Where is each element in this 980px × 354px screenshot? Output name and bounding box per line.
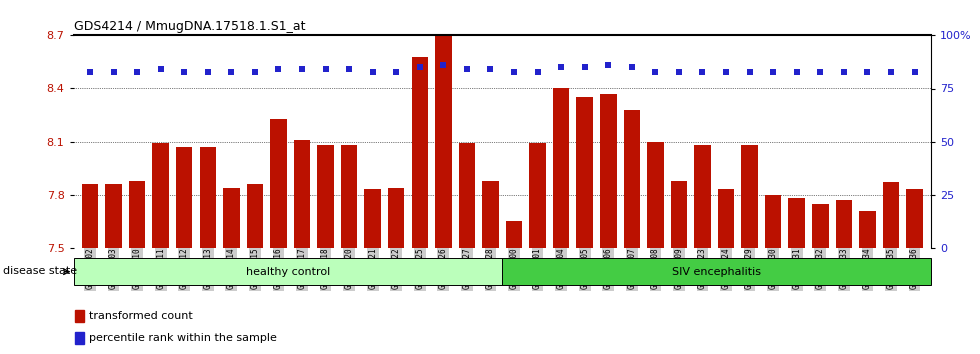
Bar xyxy=(75,332,84,343)
Point xyxy=(836,69,852,74)
Point xyxy=(459,67,474,72)
Bar xyxy=(789,198,805,248)
Bar xyxy=(576,97,593,248)
Point xyxy=(176,69,192,74)
Bar xyxy=(247,184,264,248)
Point xyxy=(153,67,169,72)
Text: percentile rank within the sample: percentile rank within the sample xyxy=(89,333,277,343)
Point xyxy=(507,69,522,74)
Point xyxy=(412,64,427,70)
Point xyxy=(270,67,286,72)
Bar xyxy=(294,140,311,248)
Point xyxy=(765,69,781,74)
Bar xyxy=(128,181,145,248)
Point xyxy=(341,67,357,72)
Point xyxy=(365,69,380,74)
Point xyxy=(247,69,263,74)
Point xyxy=(318,67,333,72)
Bar xyxy=(365,189,381,248)
Bar xyxy=(502,258,931,285)
Bar xyxy=(694,145,710,248)
Text: SIV encephalitis: SIV encephalitis xyxy=(672,267,761,277)
Point xyxy=(906,69,922,74)
Point xyxy=(435,62,451,68)
Point xyxy=(859,69,875,74)
Text: transformed count: transformed count xyxy=(89,312,193,321)
Point xyxy=(482,67,498,72)
Point xyxy=(883,69,899,74)
Point xyxy=(624,64,640,70)
Bar xyxy=(600,94,616,248)
Bar xyxy=(153,143,169,248)
Bar xyxy=(765,195,781,248)
Bar xyxy=(670,181,687,248)
Point xyxy=(695,69,710,74)
Point xyxy=(388,69,404,74)
Text: disease state: disease state xyxy=(3,266,77,276)
Bar xyxy=(906,189,923,248)
Bar xyxy=(459,143,475,248)
Bar xyxy=(553,88,569,248)
Point xyxy=(812,69,828,74)
Bar xyxy=(412,57,428,248)
Bar xyxy=(74,258,502,285)
Bar xyxy=(859,211,876,248)
Point xyxy=(671,69,687,74)
Point xyxy=(554,64,569,70)
Bar xyxy=(647,142,663,248)
Bar xyxy=(623,110,640,248)
Bar xyxy=(200,147,216,248)
Bar xyxy=(883,182,900,248)
Point xyxy=(601,62,616,68)
Bar xyxy=(223,188,239,248)
Bar xyxy=(341,145,358,248)
Bar xyxy=(717,189,734,248)
Point xyxy=(530,69,546,74)
Bar xyxy=(741,145,758,248)
Point xyxy=(223,69,239,74)
Bar xyxy=(388,188,405,248)
Bar xyxy=(270,119,287,248)
Point xyxy=(129,69,145,74)
Text: GDS4214 / MmugDNA.17518.1.S1_at: GDS4214 / MmugDNA.17518.1.S1_at xyxy=(74,20,305,33)
Point xyxy=(718,69,734,74)
Bar xyxy=(812,204,828,248)
Point xyxy=(294,67,310,72)
Text: healthy control: healthy control xyxy=(246,267,330,277)
Point xyxy=(82,69,98,74)
Bar xyxy=(506,221,522,248)
Bar xyxy=(176,147,192,248)
Bar xyxy=(81,184,98,248)
Point xyxy=(577,64,593,70)
Point xyxy=(742,69,758,74)
Bar xyxy=(435,35,452,248)
Bar xyxy=(482,181,499,248)
Point xyxy=(648,69,663,74)
Bar xyxy=(318,145,334,248)
Point xyxy=(789,69,805,74)
Point xyxy=(200,69,216,74)
Bar xyxy=(529,143,546,248)
Bar xyxy=(105,184,122,248)
Point xyxy=(106,69,122,74)
Bar xyxy=(75,310,84,322)
Bar xyxy=(836,200,852,248)
